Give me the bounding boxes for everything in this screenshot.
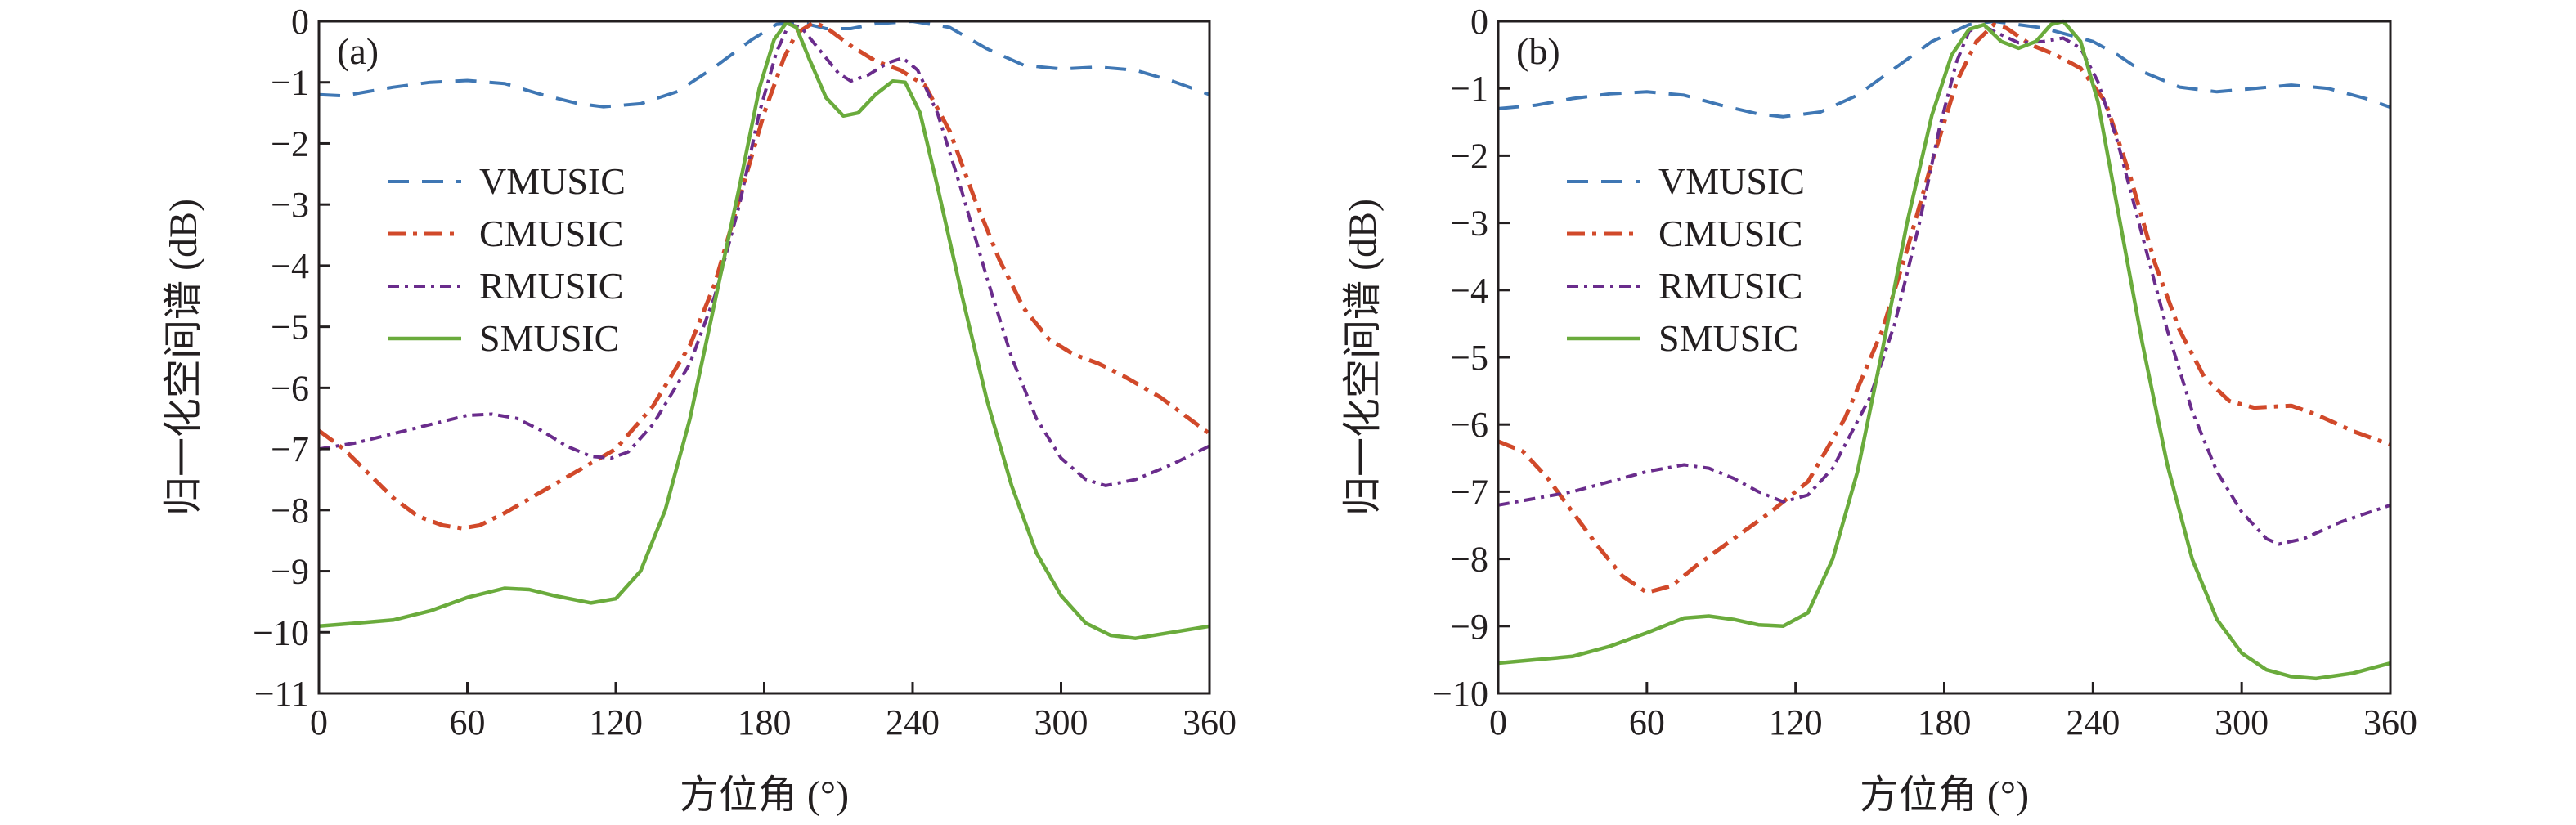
y-tick-label: −1 [1450,69,1488,109]
y-tick-label: −2 [271,123,309,164]
x-tick-label: 300 [2215,702,2269,742]
chart-panel-b: 0 60 120 180 240 300 360 0 −1 −2 −3 −4 −5 −6 −7 −8 −9 −10… [1341,2,2417,817]
y-tick-label: −10 [1432,674,1488,714]
series-line-rmusic [1498,23,2390,546]
legend-label: SMUSIC [479,317,619,359]
series-line-rmusic [319,22,1209,487]
y-tick-label: −5 [271,307,309,347]
y-tick-label: −2 [1450,136,1488,176]
y-tick-label: −7 [1450,472,1488,512]
y-tick-label: −8 [1450,540,1488,580]
y-tick-label: −5 [1450,338,1488,378]
legend-label: VMUSIC [1658,160,1805,202]
y-tick-label: −6 [271,368,309,408]
y-tick-label: −3 [271,185,309,225]
panel-label: (b) [1516,30,1560,72]
legend-label: RMUSIC [1658,265,1802,307]
y-tick-label: 0 [291,2,309,42]
series-line-vmusic [1498,20,2390,119]
x-tick-label: 120 [1769,702,1823,742]
y-tick-label: −6 [1450,405,1488,445]
x-axis-label: 方位角 (°) [680,773,849,817]
x-tick-label: 60 [450,702,486,742]
legend-label: RMUSIC [479,265,623,307]
x-tick-label: 0 [1489,702,1507,742]
x-tick-label: 0 [310,702,328,742]
x-tick-label: 300 [1034,702,1088,742]
legend-label: CMUSIC [1658,213,1802,254]
x-tick-label: 180 [1918,702,1972,742]
legend-label: SMUSIC [1658,317,1798,359]
series-line-cmusic [1498,22,2390,595]
chart-panel-a: 0 60 120 180 240 300 360 0 −1 −2 −3 −4 −5 −6 −7 −8 −9 −10… [162,2,1236,817]
series-lines [319,20,1209,640]
y-tick-label: −4 [1450,271,1488,311]
y-axis-label: 归一化空间谱 (dB) [1341,199,1384,516]
series-line-smusic [1498,19,2390,681]
x-tick-label: 360 [2363,702,2417,742]
x-tick-label: 360 [1183,702,1236,742]
x-tick-label: 240 [2066,702,2120,742]
x-tick-label: 60 [1629,702,1665,742]
panel-label: (a) [337,30,379,72]
legend: VMUSIC CMUSIC RMUSIC SMUSIC [1567,160,1805,359]
y-tick-label: −1 [271,63,309,103]
x-tick-label: 180 [738,702,792,742]
y-tick-label: −4 [271,246,309,286]
y-tick-label: −9 [1450,607,1488,647]
series-line-vmusic [319,20,1209,109]
plot-frame [317,20,1211,695]
y-tick-label: −8 [271,491,309,531]
x-tick-label: 240 [886,702,940,742]
legend: VMUSIC CMUSIC RMUSIC SMUSIC [388,160,626,359]
series-line-cmusic [319,20,1209,531]
y-tick-label: 0 [1470,2,1488,42]
legend-label: VMUSIC [479,160,626,202]
legend-label: CMUSIC [479,213,623,254]
series-lines [1498,19,2390,681]
y-axis-label: 归一化空间谱 (dB) [162,199,205,516]
y-tick-label: −11 [254,674,309,714]
y-tick-label: −7 [271,429,309,469]
y-tick-label: −3 [1450,204,1488,244]
y-tick-label: −10 [253,612,309,652]
series-line-smusic [319,20,1209,640]
x-axis-label: 方位角 (°) [1860,773,2029,817]
y-tick-label: −9 [271,552,309,592]
x-tick-label: 120 [589,702,643,742]
